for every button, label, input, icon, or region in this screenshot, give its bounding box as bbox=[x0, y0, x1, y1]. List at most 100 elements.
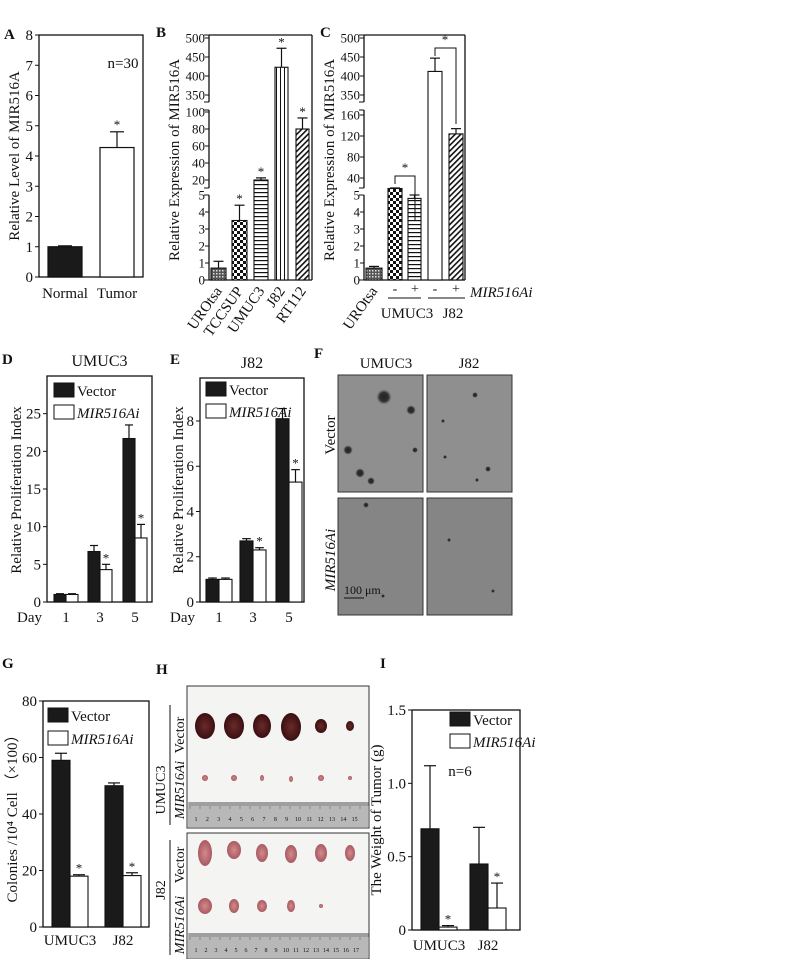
legend-swatch-mir516ai bbox=[205, 403, 227, 419]
panel-letter: F bbox=[314, 346, 323, 362]
panel-h: H1 2 3 4 5 6 7 8 9 10 11 12 13 14 151 2 3 4 5 6 7 8 9 10 11 12 13 1… bbox=[154, 662, 370, 959]
tumor-vector bbox=[281, 713, 301, 741]
x-axis-label: Day bbox=[170, 610, 195, 626]
significance-star: * bbox=[402, 160, 409, 175]
bar-j82minusplus bbox=[448, 133, 464, 281]
bar-tccsup bbox=[231, 219, 248, 281]
y-tick-label: 400 bbox=[186, 69, 206, 84]
bar-j82 bbox=[274, 66, 289, 281]
chart-title: UMUC3 bbox=[71, 353, 127, 370]
ruler-number: 6 bbox=[245, 948, 248, 954]
row-label: Vector bbox=[173, 716, 188, 753]
y-tick-label: 20 bbox=[26, 444, 41, 460]
y-tick-label: 25 bbox=[26, 407, 41, 423]
colony-image-mir516ai-umuc3 bbox=[337, 497, 424, 616]
y-tick-label: 4 bbox=[187, 504, 195, 520]
panel-b: B01234520406080100350400450500****UROtsa… bbox=[156, 25, 313, 340]
ruler-number: 3 bbox=[215, 948, 218, 954]
y-axis-label: The Weight of Tumor (g) bbox=[369, 744, 385, 895]
ruler-number: 10 bbox=[283, 948, 289, 954]
panel-i: I 0 0.5 1.0 1.5 * UMUC3 * J82 Vector MIR516Ai The W… bbox=[369, 656, 535, 954]
y-axis-label: Relative Proliferation Index bbox=[9, 406, 25, 574]
ruler-number: 16 bbox=[343, 948, 349, 954]
y-tick-label: 400 bbox=[341, 69, 361, 84]
bar-j82minus- bbox=[427, 70, 443, 281]
bar-mir516ai-umuc3 bbox=[69, 875, 89, 928]
bar-vector-5 bbox=[122, 437, 136, 603]
tumor-mir516ai bbox=[348, 776, 352, 780]
y-tick-label: 7 bbox=[26, 58, 34, 74]
colony bbox=[376, 389, 392, 405]
tumor-vector bbox=[285, 845, 297, 863]
ruler-number: 4 bbox=[229, 817, 232, 823]
row-label: MIR516Ai bbox=[173, 896, 188, 955]
treatment-sign: + bbox=[452, 282, 460, 297]
sample-size: n=6 bbox=[448, 764, 472, 780]
bar-mir516ai-3 bbox=[99, 569, 113, 603]
bar-mir516ai-5 bbox=[288, 481, 303, 603]
tumor-mir516ai bbox=[287, 900, 295, 912]
panel-letter: C bbox=[320, 25, 331, 41]
legend-swatch-vector bbox=[47, 707, 69, 723]
ruler bbox=[188, 933, 368, 958]
ruler-number: 14 bbox=[323, 948, 329, 954]
ruler-number: 1 bbox=[195, 817, 198, 823]
colony bbox=[441, 419, 445, 423]
tumor-vector bbox=[198, 840, 212, 866]
y-tick-label: 100 bbox=[186, 105, 206, 120]
panel-letter: E bbox=[170, 352, 180, 368]
bar-vector-5 bbox=[275, 418, 290, 603]
legend-label-mir516ai: MIR516Ai bbox=[70, 732, 133, 748]
significance-star: * bbox=[236, 191, 243, 206]
panel-d: D 0 5 10 15 20 25 1 * 3 * 5 Day UMUC3 Vector MIR516Ai Re… bbox=[2, 352, 153, 626]
x-tick-label: 3 bbox=[249, 610, 257, 626]
y-tick-label: 80 bbox=[347, 150, 360, 165]
bar-vector-1 bbox=[205, 578, 220, 603]
y-tick-label: 1.5 bbox=[387, 703, 406, 719]
bar-urotsa bbox=[210, 267, 227, 281]
x-axis-label: Day bbox=[17, 610, 42, 626]
treatment-sign: - bbox=[433, 282, 438, 297]
significance-star: * bbox=[138, 510, 145, 525]
tumor-mir516ai bbox=[257, 900, 267, 912]
legend-label-mir516ai: MIR516Ai bbox=[472, 735, 535, 751]
tumor-mir516ai bbox=[318, 775, 324, 781]
y-tick-label: 450 bbox=[186, 50, 206, 65]
bar-mir516ai-j82 bbox=[122, 875, 142, 928]
tumor-mir516ai bbox=[319, 904, 323, 908]
comparison-bracket bbox=[394, 175, 416, 220]
y-tick-label: 1 bbox=[26, 240, 34, 256]
colony bbox=[443, 455, 447, 459]
colony bbox=[485, 466, 491, 472]
legend-swatch-mir516ai bbox=[53, 404, 75, 420]
colony bbox=[491, 589, 495, 593]
tumor-vector bbox=[315, 719, 327, 733]
plot-frame bbox=[411, 709, 521, 931]
y-tick-label: 60 bbox=[192, 139, 205, 154]
y-tick-label: 40 bbox=[347, 171, 360, 186]
y-tick-label: 5 bbox=[199, 188, 206, 203]
ruler-number: 13 bbox=[329, 817, 335, 823]
tumor-mir516ai bbox=[202, 775, 208, 781]
bar-rt112 bbox=[295, 128, 310, 281]
tumor-photo-j82: 1 2 3 4 5 6 7 8 9 10 11 12 13 14 15 16 17 bbox=[186, 832, 370, 959]
ruler-number: 13 bbox=[313, 948, 319, 954]
x-tick-label: 3 bbox=[96, 610, 104, 626]
tumor-mir516ai bbox=[198, 898, 212, 914]
y-tick-label: 500 bbox=[186, 31, 206, 46]
legend-label-vector: Vector bbox=[229, 383, 268, 399]
y-tick-label: 0 bbox=[187, 595, 195, 611]
treatment-label: MIR516Ai bbox=[469, 285, 532, 301]
bar-mir516ai-3 bbox=[252, 549, 267, 603]
y-tick-label: 40 bbox=[22, 807, 37, 823]
ruler-number: 2 bbox=[206, 817, 209, 823]
y-tick-label: 0 bbox=[399, 923, 407, 939]
significance-star: * bbox=[76, 861, 83, 876]
ruler bbox=[188, 802, 368, 827]
group-label: J82 bbox=[443, 306, 464, 322]
y-tick-label: 450 bbox=[341, 50, 361, 65]
y-tick-label: 350 bbox=[341, 88, 361, 103]
ruler-number: 11 bbox=[306, 817, 312, 823]
y-tick-label: 15 bbox=[26, 482, 41, 498]
colony bbox=[475, 478, 479, 482]
